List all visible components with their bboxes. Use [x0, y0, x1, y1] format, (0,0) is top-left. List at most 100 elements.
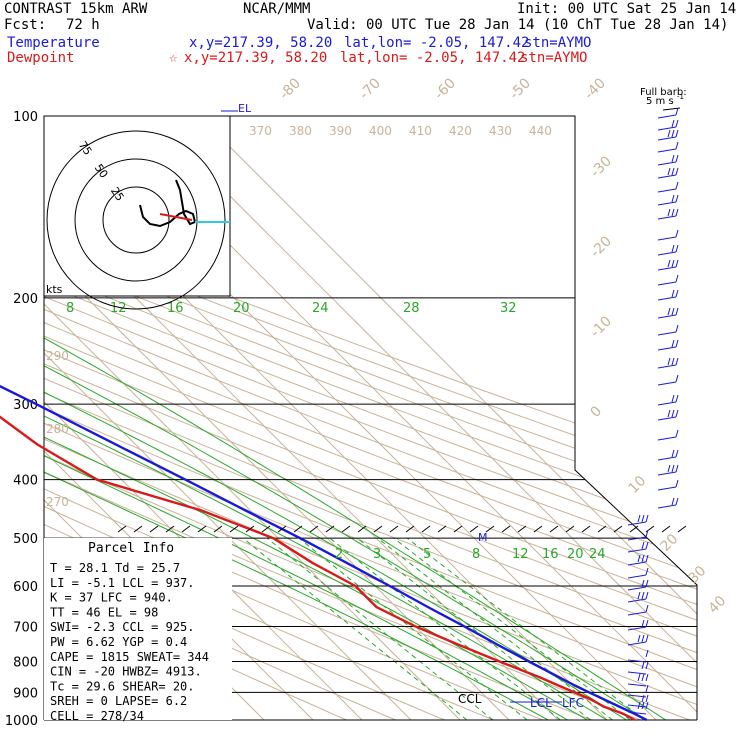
wind-barb [657, 114, 677, 119]
wind-barb-flag [645, 701, 649, 710]
wind-barb [657, 188, 677, 193]
dewpoint-xy: x,y=217.39, 58.20 [184, 50, 328, 66]
wind-barb [657, 381, 677, 386]
dry-adiabat-line [44, 116, 697, 720]
valid-time: Valid: 00 UTC Tue 28 Jan 14 (10 ChT Tue … [307, 17, 729, 33]
dry-adiabat-label: 430 [489, 124, 512, 138]
wind-barb-flag [667, 357, 671, 366]
level-tick [453, 525, 463, 533]
wind-barb [657, 486, 677, 491]
wind-barb [657, 456, 677, 461]
mixing-ratio-label: 20 [567, 547, 584, 562]
dry-adiabat-line [44, 116, 697, 720]
dry-adiabat-line [44, 116, 697, 720]
wind-barb [657, 251, 677, 256]
wind-barb [657, 471, 677, 476]
level-tick [133, 525, 143, 533]
level-tick [485, 525, 495, 533]
isotherm-label: -10 [588, 313, 615, 340]
isotherm-label: -80 [277, 75, 304, 102]
wind-barb-flag [645, 604, 649, 613]
isotherm-label: 30 [686, 563, 710, 587]
wind-barb-flag [675, 244, 679, 253]
wind-barb-flag [667, 409, 671, 418]
wind-barb [657, 126, 677, 131]
dewpoint-trace [0, 415, 636, 722]
wind-barb-flag [645, 541, 649, 550]
wind-barb-flag [641, 673, 645, 682]
pressure-label: 400 [13, 474, 38, 489]
wind-barb-flag [667, 259, 671, 268]
wind-barb-flag [671, 449, 675, 458]
wind-barb-flag [675, 374, 679, 383]
wind-barb-flag [671, 259, 675, 268]
dry-adiabat-line [44, 116, 697, 720]
wind-barb-flag [671, 129, 675, 138]
parcel-info-row: CIN = -20 HWBZ= 4913. [50, 665, 202, 679]
wind-barb-flag [645, 649, 649, 658]
level-tick [389, 525, 399, 533]
wind-barb [657, 296, 677, 301]
isotherm-label: -50 [507, 75, 534, 102]
dry-adiabat-line [44, 116, 697, 720]
level-tick [373, 525, 383, 533]
level-tick [341, 525, 351, 533]
level-tick [277, 525, 287, 533]
wind-barb [657, 416, 677, 421]
mixing-ratio-line [298, 537, 528, 720]
pressure-label: 600 [13, 580, 38, 595]
wind-barb [627, 611, 647, 616]
wind-barb-flag [671, 307, 675, 316]
temperature-station: stn=AYMO [524, 35, 592, 51]
mixing-ratio-label: 24 [589, 547, 606, 562]
hodograph-trace [139, 179, 197, 228]
wind-barb-flag [645, 529, 649, 538]
pressure-label: 500 [13, 532, 38, 547]
parcel-info-row: CAPE = 1815 SWEAT= 344 [50, 650, 209, 664]
pressure-label: 900 [13, 686, 38, 701]
pressure-label: 300 [13, 398, 38, 413]
mixing-ratio-label: 8 [472, 547, 480, 562]
wind-barb-flag [645, 684, 649, 693]
wind-barb-flag [645, 694, 649, 703]
dry-adiabat-line [44, 116, 697, 720]
isotherm-label: 40 [706, 593, 730, 617]
isotherm-label: -30 [588, 153, 615, 180]
mixing-ratio-label: 3 [373, 547, 381, 562]
level-tick [197, 525, 207, 533]
hodograph-units: kts [46, 283, 63, 296]
wind-barb-flag [645, 554, 649, 563]
wind-barb [627, 598, 647, 603]
wind-barb-flag [675, 259, 679, 268]
dry-adiabat-line [44, 116, 697, 720]
wind-barb-flag [671, 357, 675, 366]
wind-barb-flag [675, 479, 679, 488]
mixing-ratio-label: 16 [542, 547, 559, 562]
moist-adiabat-label: 28 [403, 301, 420, 316]
dry-adiabat-label: 420 [449, 124, 472, 138]
isotherm-label: 0 [588, 403, 606, 421]
wind-barb [657, 136, 677, 141]
wind-barb-flag [671, 497, 675, 506]
level-tick [405, 525, 415, 533]
wind-barb-flag [675, 194, 679, 203]
moist-adiabat-label: 12 [110, 301, 127, 316]
wind-barb [627, 659, 647, 663]
dry-adiabat-label: 390 [329, 124, 352, 138]
isotherm-label: -20 [588, 233, 615, 260]
barb-legend-label: Full barb: [640, 87, 687, 98]
level-tick [677, 525, 687, 533]
el-annotation: EL [238, 102, 252, 115]
dewpoint-station: stn=AYMO [520, 50, 588, 66]
dewpoint-legend-label: Dewpoint [7, 50, 75, 66]
wind-barb-flag [641, 634, 645, 643]
wind-barb-flag [675, 464, 679, 473]
wind-barb [627, 641, 647, 646]
wind-barb [627, 683, 647, 687]
dry-adiabat-line [44, 116, 697, 720]
wind-barb-flag [645, 567, 649, 576]
melting-level-annotation: M [478, 531, 488, 544]
moist-adiabat-label: 8 [66, 301, 74, 316]
dry-adiabat-label: 400 [369, 124, 392, 138]
